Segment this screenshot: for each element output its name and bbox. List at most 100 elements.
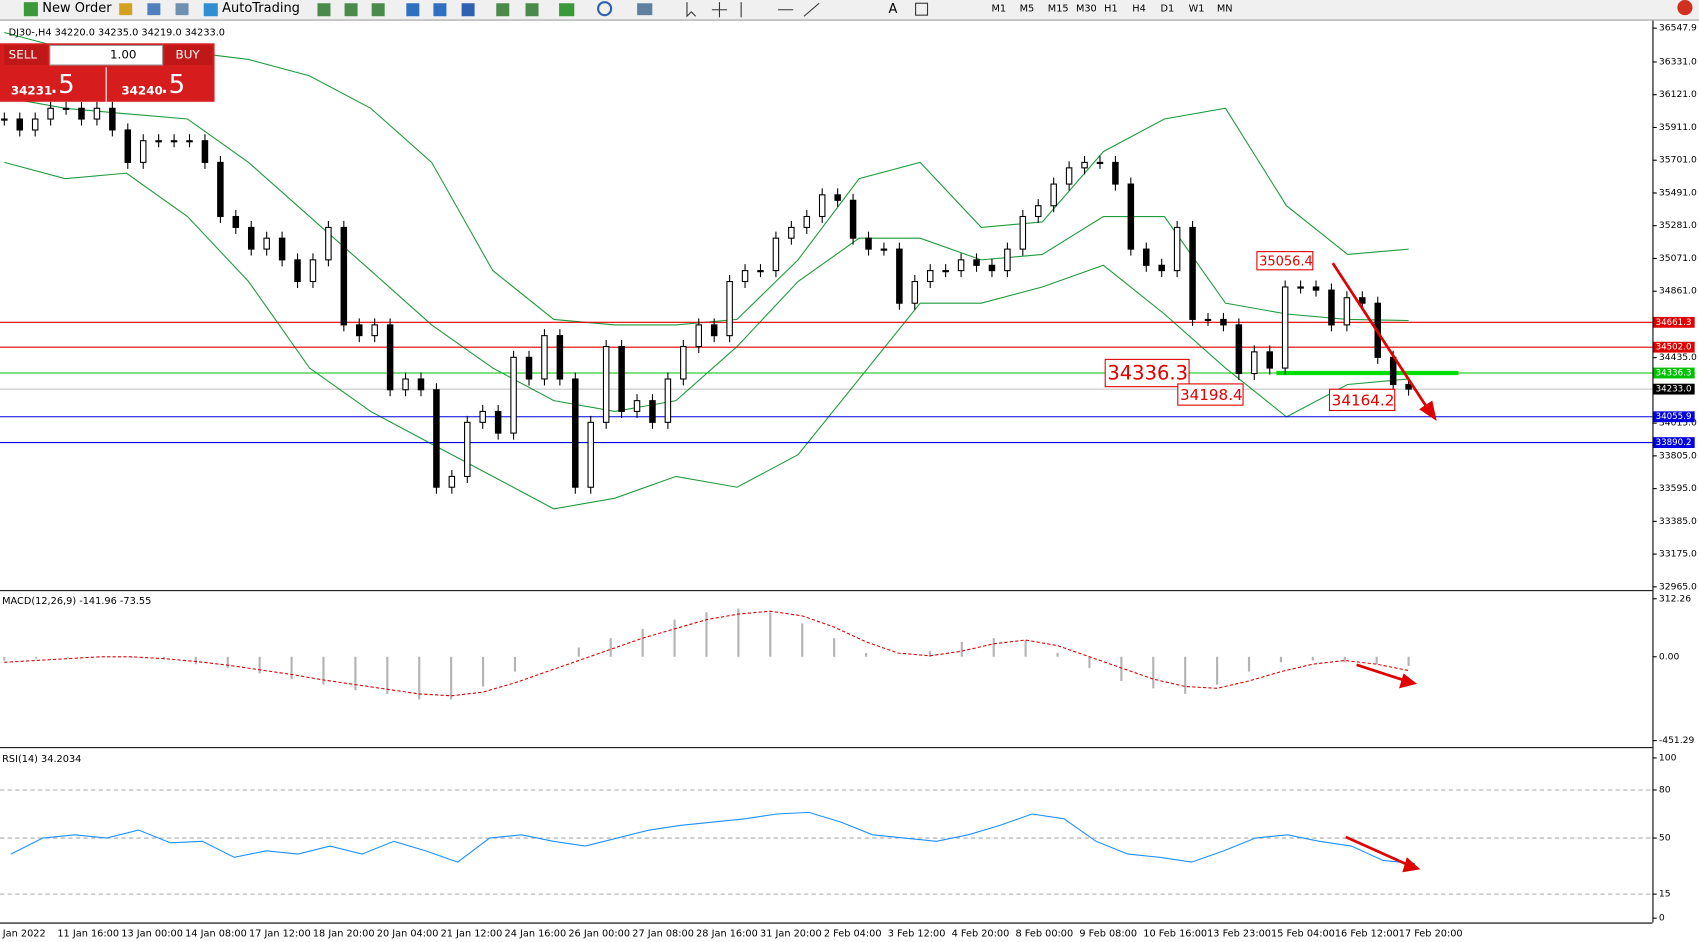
toolbar-icon[interactable] xyxy=(317,3,331,17)
arrow-head xyxy=(1402,857,1421,873)
candle xyxy=(957,259,965,272)
candle xyxy=(1,118,8,121)
line-tools[interactable] xyxy=(740,2,820,18)
zoom-out[interactable] xyxy=(433,3,447,17)
candle xyxy=(1281,286,1289,369)
candle xyxy=(849,199,857,239)
candle xyxy=(1359,297,1366,304)
text-tool[interactable]: A xyxy=(889,2,898,17)
timeframe-button[interactable]: H4 xyxy=(1132,4,1146,15)
crosshair-tool[interactable] xyxy=(711,2,728,18)
price-tag xyxy=(1653,437,1695,448)
candle xyxy=(278,237,286,261)
x-tick-label: 20 Jan 04:00 xyxy=(377,928,439,939)
bid-main[interactable]: 34231 xyxy=(11,83,52,97)
y-tick-label: 34015.0 xyxy=(1659,418,1697,429)
y-tick-label: 100 xyxy=(1659,752,1677,763)
timeframe-button[interactable]: MN xyxy=(1217,4,1233,15)
x-tick-label: 2 Feb 04:00 xyxy=(824,928,882,939)
candle xyxy=(1189,226,1196,320)
x-tick-label: 0 Jan 2022 xyxy=(0,928,46,939)
candle xyxy=(139,140,147,163)
candle xyxy=(1019,215,1027,250)
candle xyxy=(510,356,517,434)
toolbar-icon[interactable] xyxy=(525,3,539,17)
y-tick-label: 35071.0 xyxy=(1659,253,1697,264)
autotrading-button[interactable]: AutoTrading xyxy=(222,1,300,16)
rsi-title: RSI(14) 34.2034 xyxy=(2,754,81,765)
toolbar-icon[interactable] xyxy=(175,3,189,16)
candle xyxy=(602,346,610,423)
y-tick-label: 36331.0 xyxy=(1659,56,1697,67)
x-tick-label: 18 Jan 20:00 xyxy=(313,928,375,939)
toolbar-icon[interactable] xyxy=(147,3,161,16)
new-order-icon[interactable] xyxy=(23,2,38,17)
candle xyxy=(988,264,996,272)
timeframe-button[interactable]: M5 xyxy=(1020,4,1035,15)
candle xyxy=(1127,183,1135,250)
lot-value[interactable]: 1.00 xyxy=(110,48,137,62)
y-tick-label: 35701.0 xyxy=(1659,155,1697,166)
timeframe-button[interactable]: D1 xyxy=(1160,4,1174,15)
price-tag xyxy=(1653,367,1695,379)
timeframe-button[interactable]: W1 xyxy=(1189,4,1205,15)
indicators[interactable] xyxy=(559,3,575,17)
lot-input[interactable] xyxy=(49,44,164,66)
autotrading-icon[interactable] xyxy=(203,3,218,17)
toolbar-icon[interactable] xyxy=(371,3,385,17)
annotation-label: 35056.4 xyxy=(1259,254,1313,269)
label-tool[interactable] xyxy=(915,2,929,16)
y-tick-label: 35281.0 xyxy=(1659,220,1697,231)
timeframe-button[interactable]: M15 xyxy=(1048,4,1069,15)
sell-label[interactable]: SELL xyxy=(9,48,38,62)
candle xyxy=(880,248,888,251)
cursor-tool[interactable] xyxy=(686,2,697,18)
candle xyxy=(1143,248,1150,266)
periods[interactable] xyxy=(597,1,613,17)
candle xyxy=(1004,248,1011,272)
timeframe-button[interactable]: M1 xyxy=(991,4,1006,15)
x-tick-label: 10 Feb 16:00 xyxy=(1143,928,1207,939)
sell-button[interactable] xyxy=(4,45,48,65)
x-tick-label: 31 Jan 20:00 xyxy=(760,928,822,939)
candle xyxy=(263,237,270,250)
candle xyxy=(464,421,471,477)
price-tag-label: 34055.9 xyxy=(1656,412,1692,422)
timeframe-button[interactable]: H1 xyxy=(1104,4,1118,15)
candle xyxy=(340,226,348,326)
ask-tail[interactable]: .5 xyxy=(160,70,185,100)
templates[interactable] xyxy=(637,3,653,16)
y-tick-label: 0.00 xyxy=(1659,651,1680,662)
notification-badge[interactable] xyxy=(1677,0,1693,16)
candle xyxy=(1343,297,1351,326)
x-tick-label: 16 Feb 12:00 xyxy=(1335,928,1399,939)
bollinger-band xyxy=(4,96,1409,412)
candle xyxy=(695,324,703,348)
x-tick-label: 13 Jan 00:00 xyxy=(121,928,183,939)
toolbar-icon[interactable] xyxy=(496,3,510,17)
buy-button[interactable] xyxy=(164,45,213,65)
price-tag xyxy=(1653,411,1695,423)
buy-label[interactable]: BUY xyxy=(176,48,201,62)
new-order-button[interactable]: New Order xyxy=(42,1,112,16)
x-tick-label: 24 Jan 16:00 xyxy=(504,928,566,939)
timeframe-button[interactable]: M30 xyxy=(1076,4,1097,15)
ask-main[interactable]: 34240 xyxy=(121,83,162,97)
zoom-in[interactable] xyxy=(406,3,420,17)
x-tick-label: 11 Jan 16:00 xyxy=(57,928,119,939)
candle xyxy=(1050,183,1057,207)
x-tick-label: 14 Jan 08:00 xyxy=(185,928,247,939)
candle xyxy=(618,346,625,412)
candle xyxy=(170,140,178,143)
candle xyxy=(973,259,980,266)
tile[interactable] xyxy=(461,3,475,17)
x-tick-label: 3 Feb 12:00 xyxy=(888,928,946,939)
candle xyxy=(186,140,193,143)
rsi-line xyxy=(10,811,1416,865)
toolbar-icon[interactable] xyxy=(119,3,133,16)
y-tick-label: 33175.0 xyxy=(1659,549,1697,560)
toolbar-icon[interactable] xyxy=(344,3,358,17)
bid-tail[interactable]: .5 xyxy=(50,70,75,100)
